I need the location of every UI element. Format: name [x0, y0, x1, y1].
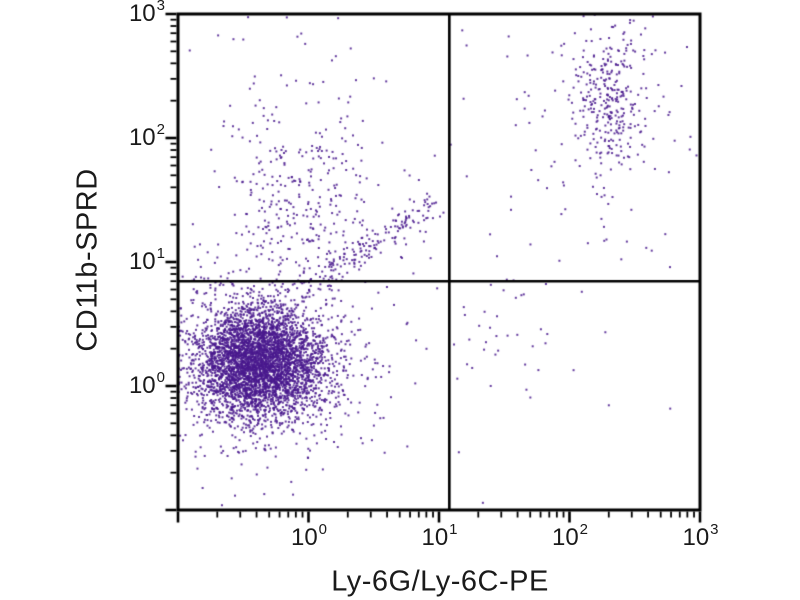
x-tick-label-10e0: 100	[290, 521, 328, 551]
y-tick-label-10e2: 102	[128, 121, 165, 151]
x-axis-label: Ly-6G/Ly-6C-PE	[331, 565, 549, 598]
y-axis-label: CD11b-SPRD	[71, 168, 104, 352]
y-tick-label-10e3: 103	[128, 0, 165, 27]
y-tick-label-10e0: 100	[128, 369, 165, 399]
y-tick-label-10e1: 101	[128, 245, 165, 275]
x-tick-label-10e2: 102	[551, 521, 589, 551]
x-tick-label-10e3: 103	[682, 521, 719, 551]
x-tick-label-10e1: 101	[421, 521, 458, 551]
